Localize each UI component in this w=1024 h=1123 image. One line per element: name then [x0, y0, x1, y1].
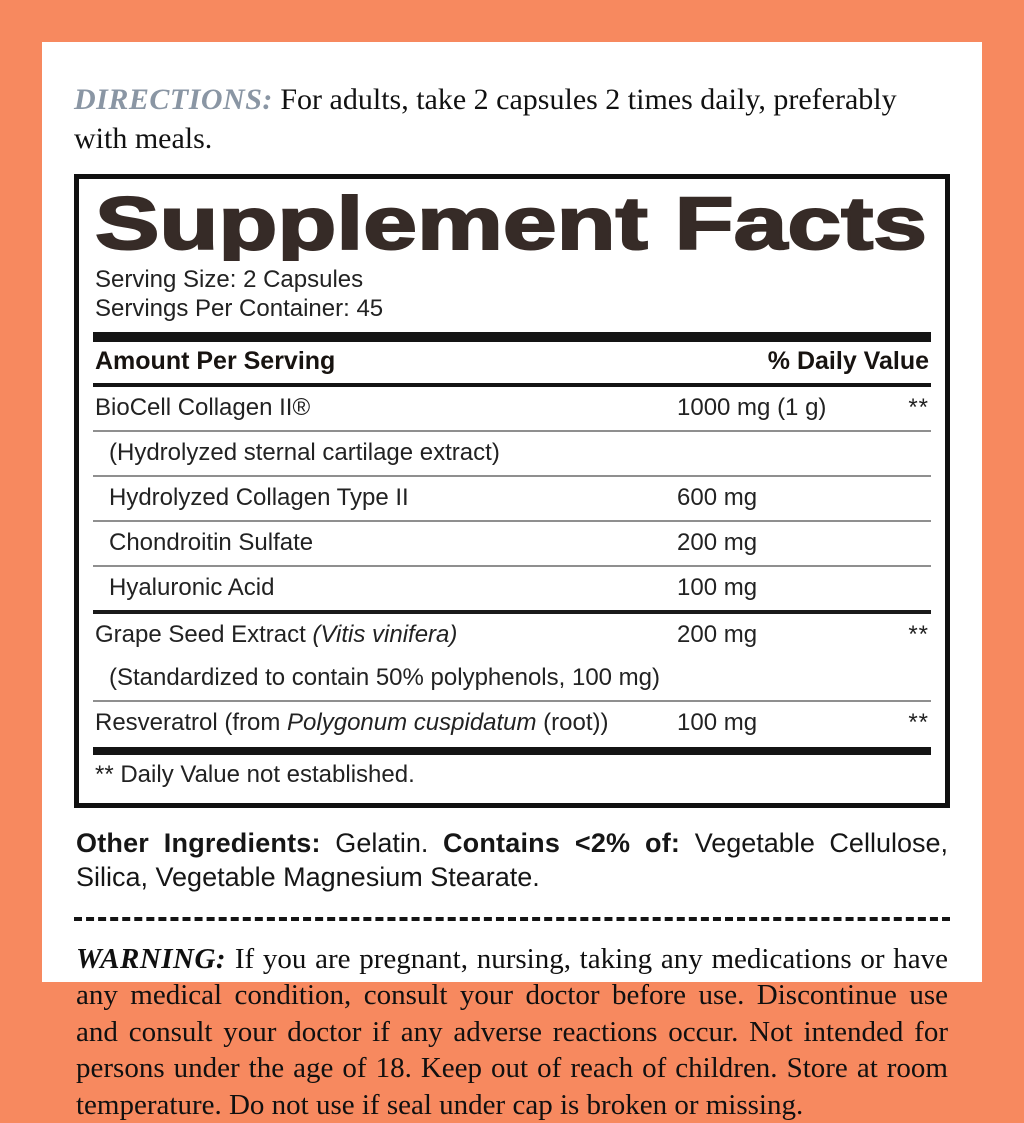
directions-text: DIRECTIONS: For adults, take 2 capsules … — [74, 80, 950, 158]
dashed-divider — [74, 916, 950, 921]
ingredient-name-text: BioCell Collagen II® — [95, 393, 311, 421]
daily-value-header: % Daily Value — [767, 346, 929, 375]
ingredient-name-suffix: (root)) — [536, 708, 609, 736]
supplement-facts-title-graphic: Supplement Facts — [94, 189, 928, 261]
table-row: (Hydrolyzed sternal cartilage extract) — [93, 432, 931, 477]
other-ingredients-label: Other Ingredients: — [76, 827, 321, 858]
ingredient-amount: 1000 mg (1 g) — [677, 393, 827, 421]
ingredient-name: Hydrolyzed Collagen Type II — [95, 484, 677, 512]
warning-text: WARNING: If you are pregnant, nursing, t… — [76, 941, 948, 1123]
daily-value-footnote: ** Daily Value not established. — [95, 760, 415, 788]
servings-per-container: Servings Per Container: 45 — [95, 295, 384, 323]
ingredient-daily-value: ** — [908, 620, 929, 648]
label-card: DIRECTIONS: For adults, take 2 capsules … — [42, 42, 982, 1121]
ingredient-botanical-name: Polygonum cuspidatum — [287, 708, 537, 736]
ingredient-name: Grape Seed Extract (Vitis vinifera) — [95, 621, 677, 649]
table-row: Resveratrol (from Polygonum cuspidatum (… — [93, 702, 931, 745]
directions-body: For adults, take 2 capsules 2 times dail… — [74, 83, 897, 155]
ingredient-name-text: Grape Seed Extract — [95, 620, 313, 648]
table-header: Amount Per Serving % Daily Value — [93, 342, 931, 387]
supplement-facts-title: Supplement Facts — [95, 189, 927, 261]
ingredient-name: Chondroitin Sulfate — [95, 529, 677, 557]
ingredient-name: Hyaluronic Acid — [95, 574, 677, 602]
amount-per-serving-header: Amount Per Serving — [95, 346, 336, 375]
ingredient-name-text: Hyaluronic Acid — [109, 573, 275, 601]
header-top-bar — [93, 331, 931, 342]
other-ingredients-text: Gelatin. — [320, 827, 443, 858]
ingredient-name: (Standardized to contain 50% polyphenols… — [95, 664, 677, 692]
ingredient-amount: 600 mg — [677, 483, 758, 511]
ingredient-name: (Hydrolyzed sternal cartilage extract) — [95, 439, 677, 467]
ingredient-name-text: Chondroitin Sulfate — [109, 528, 314, 556]
directions-label: DIRECTIONS: — [74, 83, 273, 116]
serving-info: Serving Size: 2 Capsules Servings Per Co… — [95, 265, 931, 324]
supplement-facts-panel: Supplement Facts Serving Size: 2 Capsule… — [74, 174, 950, 808]
ingredient-name-text: (Standardized to contain 50% polyphenols… — [109, 663, 661, 691]
table-row: (Standardized to contain 50% polyphenols… — [93, 657, 931, 702]
ingredient-name-text: Resveratrol (from — [95, 708, 288, 736]
contains-label: Contains <2% of: — [442, 827, 681, 858]
ingredient-daily-value: ** — [908, 393, 929, 421]
ingredient-amount: 100 mg — [677, 573, 758, 601]
ingredient-name: Resveratrol (from Polygonum cuspidatum (… — [95, 709, 677, 737]
ingredient-botanical-name: (Vitis vinifera) — [312, 620, 458, 648]
other-ingredients: Other Ingredients: Gelatin. Contains <2%… — [76, 826, 948, 895]
serving-size: Serving Size: 2 Capsules — [95, 266, 364, 293]
footnote-top-bar — [93, 746, 931, 755]
table-row: BioCell Collagen II® 1000 mg (1 g) ** — [93, 387, 931, 432]
ingredient-name-text: Hydrolyzed Collagen Type II — [109, 483, 409, 511]
ingredient-amount: 200 mg — [677, 620, 758, 648]
ingredient-name-text: (Hydrolyzed sternal cartilage extract) — [109, 438, 500, 466]
table-row: Hyaluronic Acid 100 mg — [93, 567, 931, 610]
ingredient-amount: 200 mg — [677, 528, 758, 556]
ingredient-name: BioCell Collagen II® — [95, 394, 677, 422]
contains-text: Vegetable Cellulose, Silica, Vegetable M… — [76, 827, 948, 893]
table-row: Hydrolyzed Collagen Type II 600 mg — [93, 477, 931, 522]
table-row: Chondroitin Sulfate 200 mg — [93, 522, 931, 567]
table-row: Grape Seed Extract (Vitis vinifera) 200 … — [93, 609, 931, 657]
warning-label: WARNING: — [76, 942, 227, 975]
ingredient-daily-value: ** — [908, 708, 929, 736]
ingredient-amount: 100 mg — [677, 708, 758, 736]
